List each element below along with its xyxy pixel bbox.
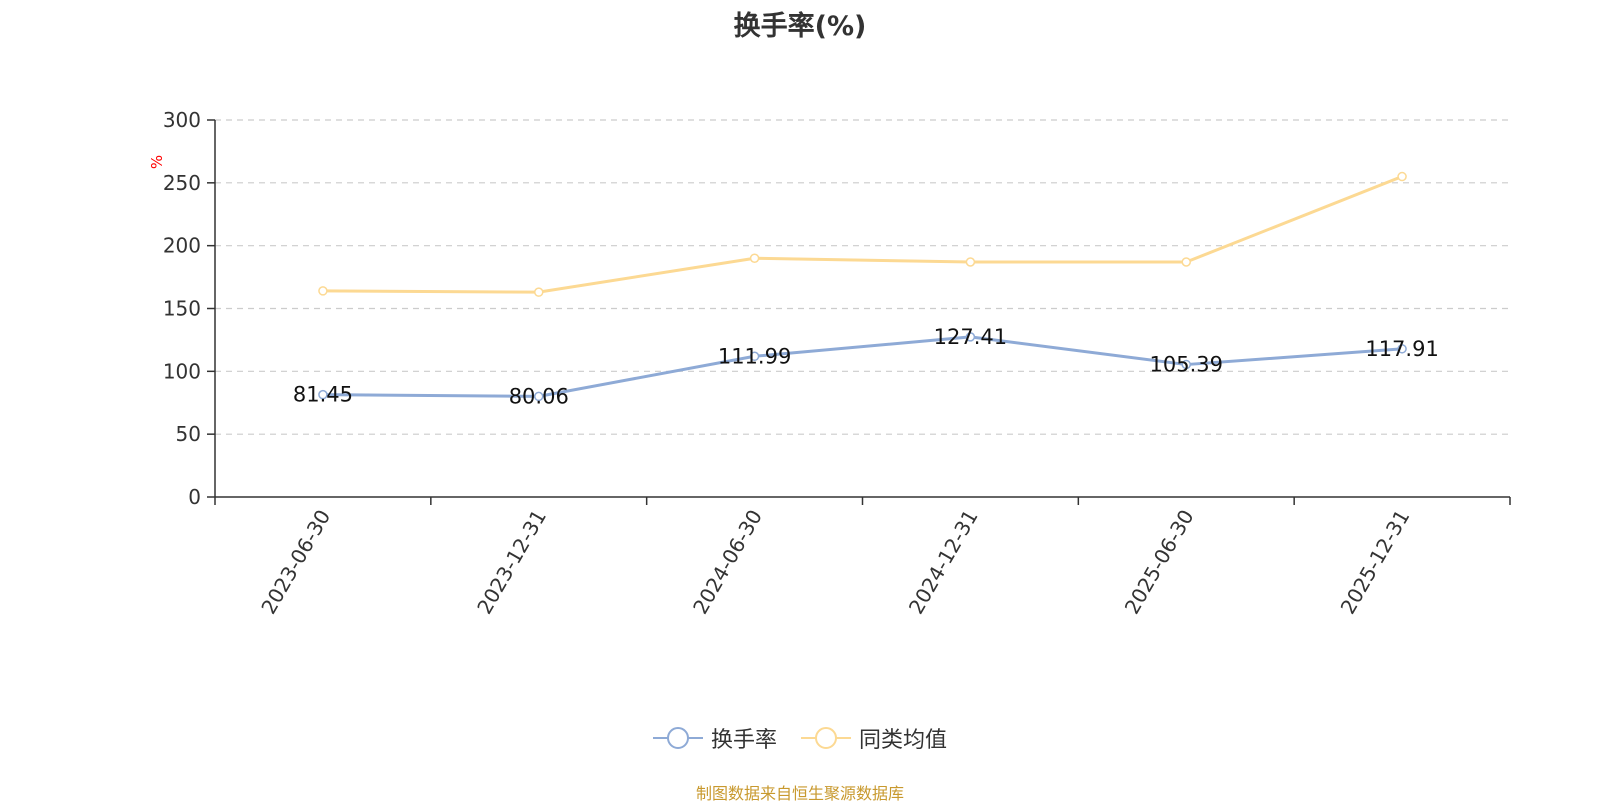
legend-label-series1: 换手率 — [710, 728, 777, 753]
data-point-1 — [965, 332, 976, 342]
source-note: 制图数据来自恒生聚源数据库 — [695, 784, 904, 803]
legend-label-series2: 同类均值 — [859, 728, 948, 753]
data-label: 127.41 — [934, 325, 1007, 349]
x-tick-label: 2025-12-31 — [1336, 506, 1415, 619]
data-label: 81.45 — [293, 383, 353, 407]
series-line-1 — [322, 335, 1403, 398]
data-point-1 — [749, 351, 760, 362]
x-tick-label: 2024-12-31 — [904, 506, 983, 619]
y-tick-label: 0 — [188, 485, 201, 509]
x-tick-label: 2023-06-30 — [256, 506, 335, 619]
legend: 换手率 同类均值 — [0, 722, 1600, 754]
y-tick-label: 300 — [163, 108, 201, 132]
x-tick-label: 2025-06-30 — [1120, 506, 1199, 619]
data-point-1 — [318, 389, 328, 400]
data-point-1 — [534, 391, 544, 402]
data-point-2 — [318, 286, 328, 296]
y-tick-label: 100 — [163, 359, 201, 383]
y-tick-label: 50 — [176, 422, 201, 446]
data-point-1 — [1397, 344, 1407, 354]
data-point-1 — [1181, 359, 1191, 370]
data-label: 80.06 — [509, 384, 569, 408]
x-tick-label: 2023-12-31 — [472, 506, 551, 619]
data-point-2 — [1397, 171, 1407, 182]
data-label: 111.99 — [718, 344, 791, 368]
y-axis-unit: % — [148, 155, 166, 169]
data-point-2 — [749, 253, 760, 263]
y-tick-label: 150 — [163, 297, 201, 321]
chart-title: 换手率(%) — [733, 11, 867, 42]
y-tick-label: 250 — [163, 171, 201, 195]
y-tick-label: 200 — [163, 234, 201, 258]
data-label: 117.91 — [1365, 337, 1438, 361]
legend-marker-series1 — [652, 727, 703, 749]
legend-item-series1[interactable]: 换手率 — [652, 722, 777, 754]
x-tick-label: 2024-06-30 — [688, 506, 767, 619]
data-point-2 — [965, 257, 976, 267]
data-point-2 — [534, 287, 544, 297]
series-line-2 — [322, 175, 1403, 294]
legend-marker-series2 — [801, 727, 851, 749]
data-point-2 — [1181, 257, 1191, 267]
legend-item-series2[interactable]: 同类均值 — [801, 722, 947, 754]
data-label: 105.39 — [1150, 353, 1223, 377]
